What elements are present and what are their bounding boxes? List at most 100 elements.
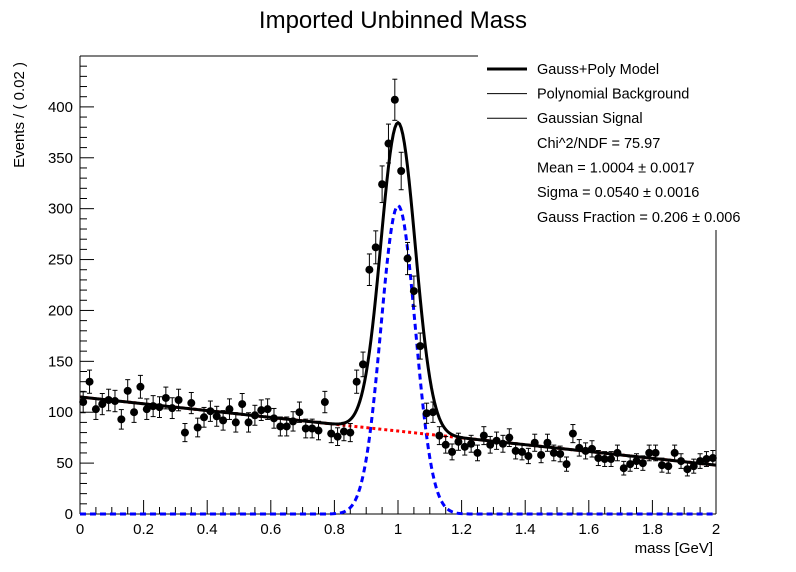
data-point-marker (594, 454, 603, 463)
data-point (390, 78, 399, 121)
data-point (257, 399, 266, 421)
polynomial-background-curve (79, 395, 717, 467)
data-point (702, 451, 711, 467)
y-tick-label: 200 (48, 302, 73, 319)
data-point-marker (645, 448, 654, 457)
data-point (549, 444, 558, 462)
data-point (117, 409, 126, 430)
data-point (339, 421, 348, 442)
data-point (276, 416, 285, 437)
x-tick-label: 1.6 (578, 521, 599, 538)
data-point-marker (333, 432, 342, 441)
data-point-marker (422, 409, 431, 418)
data-point (613, 444, 622, 462)
data-point (263, 398, 272, 420)
data-point-marker (403, 254, 412, 263)
legend-entries: Gauss+Poly Model Polynomial Background Gau… (487, 62, 689, 127)
data-point (530, 433, 539, 452)
data-point-marker (346, 428, 355, 437)
data-point (645, 444, 654, 462)
data-point-marker (486, 440, 495, 449)
data-point (632, 453, 641, 469)
data-point (575, 439, 584, 457)
data-point (327, 424, 336, 444)
data-point-marker (295, 408, 304, 417)
data-point-marker (556, 449, 565, 458)
data-point (346, 423, 355, 443)
data-point (416, 332, 425, 360)
data-point-marker (587, 444, 596, 453)
data-point-marker (524, 451, 533, 460)
x-ticks: 0 0.2 0.4 0.6 0.8 1 1.2 1.4 1.6 1.8 2 (76, 500, 720, 538)
data-point (136, 374, 145, 399)
data-point (231, 412, 240, 433)
data-point-marker (200, 413, 209, 422)
data-point (371, 230, 380, 265)
data-point-marker (98, 400, 107, 409)
data-point-marker (575, 443, 584, 452)
data-point (123, 379, 132, 403)
data-point (498, 434, 507, 453)
data-point-marker (225, 405, 234, 414)
legend-background (478, 56, 778, 230)
data-point-marker (543, 438, 552, 447)
data-point-marker (371, 243, 380, 252)
data-point (683, 462, 692, 477)
data-point-marker (187, 399, 196, 408)
data-point-marker (110, 397, 119, 406)
legend-entry: Gauss+Poly Model (487, 62, 659, 78)
data-point (314, 420, 323, 441)
data-point-marker (473, 448, 482, 457)
data-point-marker (174, 396, 183, 405)
data-point-marker (320, 398, 329, 407)
data-point-marker (518, 447, 527, 456)
data-point-marker (339, 427, 348, 436)
data-point-marker (607, 455, 616, 464)
data-point (587, 440, 596, 458)
data-point (161, 386, 170, 410)
y-axis-label: Events / ( 0.02 ) (11, 62, 28, 168)
data-point-marker (276, 422, 285, 431)
y-tick-label: 50 (56, 455, 73, 472)
data-point-marker (409, 287, 418, 296)
fit-annotation: Gauss Fraction = 0.206 ± 0.006 (537, 210, 740, 226)
data-point (486, 435, 495, 454)
data-point (384, 123, 393, 164)
data-point-marker (568, 429, 577, 438)
legend-entry: Polynomial Background (487, 87, 689, 103)
data-point (619, 460, 628, 476)
data-point (422, 402, 431, 424)
data-point (708, 449, 717, 467)
data-point (149, 395, 158, 418)
data-point (250, 404, 259, 426)
y-tick-label: 250 (48, 252, 73, 269)
chart-title: Imported Unbinned Mass (259, 7, 527, 34)
data-point (600, 451, 609, 467)
data-point (670, 444, 679, 462)
gaussian-signal-curve (80, 203, 716, 516)
data-point (651, 444, 660, 462)
data-point-marker (467, 439, 476, 448)
data-point (657, 457, 666, 473)
y-tick-label: 150 (48, 353, 73, 370)
data-point-marker (314, 426, 323, 435)
data-point-marker (301, 424, 310, 433)
x-tick-label: 2 (712, 521, 720, 538)
data-point (180, 423, 189, 443)
data-point (594, 449, 603, 467)
data-point (168, 397, 177, 420)
data-point-marker (308, 424, 317, 433)
data-point (244, 412, 253, 433)
data-point (505, 428, 514, 448)
x-tick-label: 0.6 (260, 521, 281, 538)
data-point (333, 427, 342, 447)
data-point (626, 456, 635, 472)
y-tick-label: 100 (48, 404, 73, 421)
data-point (562, 456, 571, 472)
data-point-marker (562, 460, 571, 469)
data-point (492, 431, 501, 450)
data-point (155, 396, 164, 419)
data-point-marker (289, 417, 298, 426)
data-point-marker (454, 437, 463, 446)
